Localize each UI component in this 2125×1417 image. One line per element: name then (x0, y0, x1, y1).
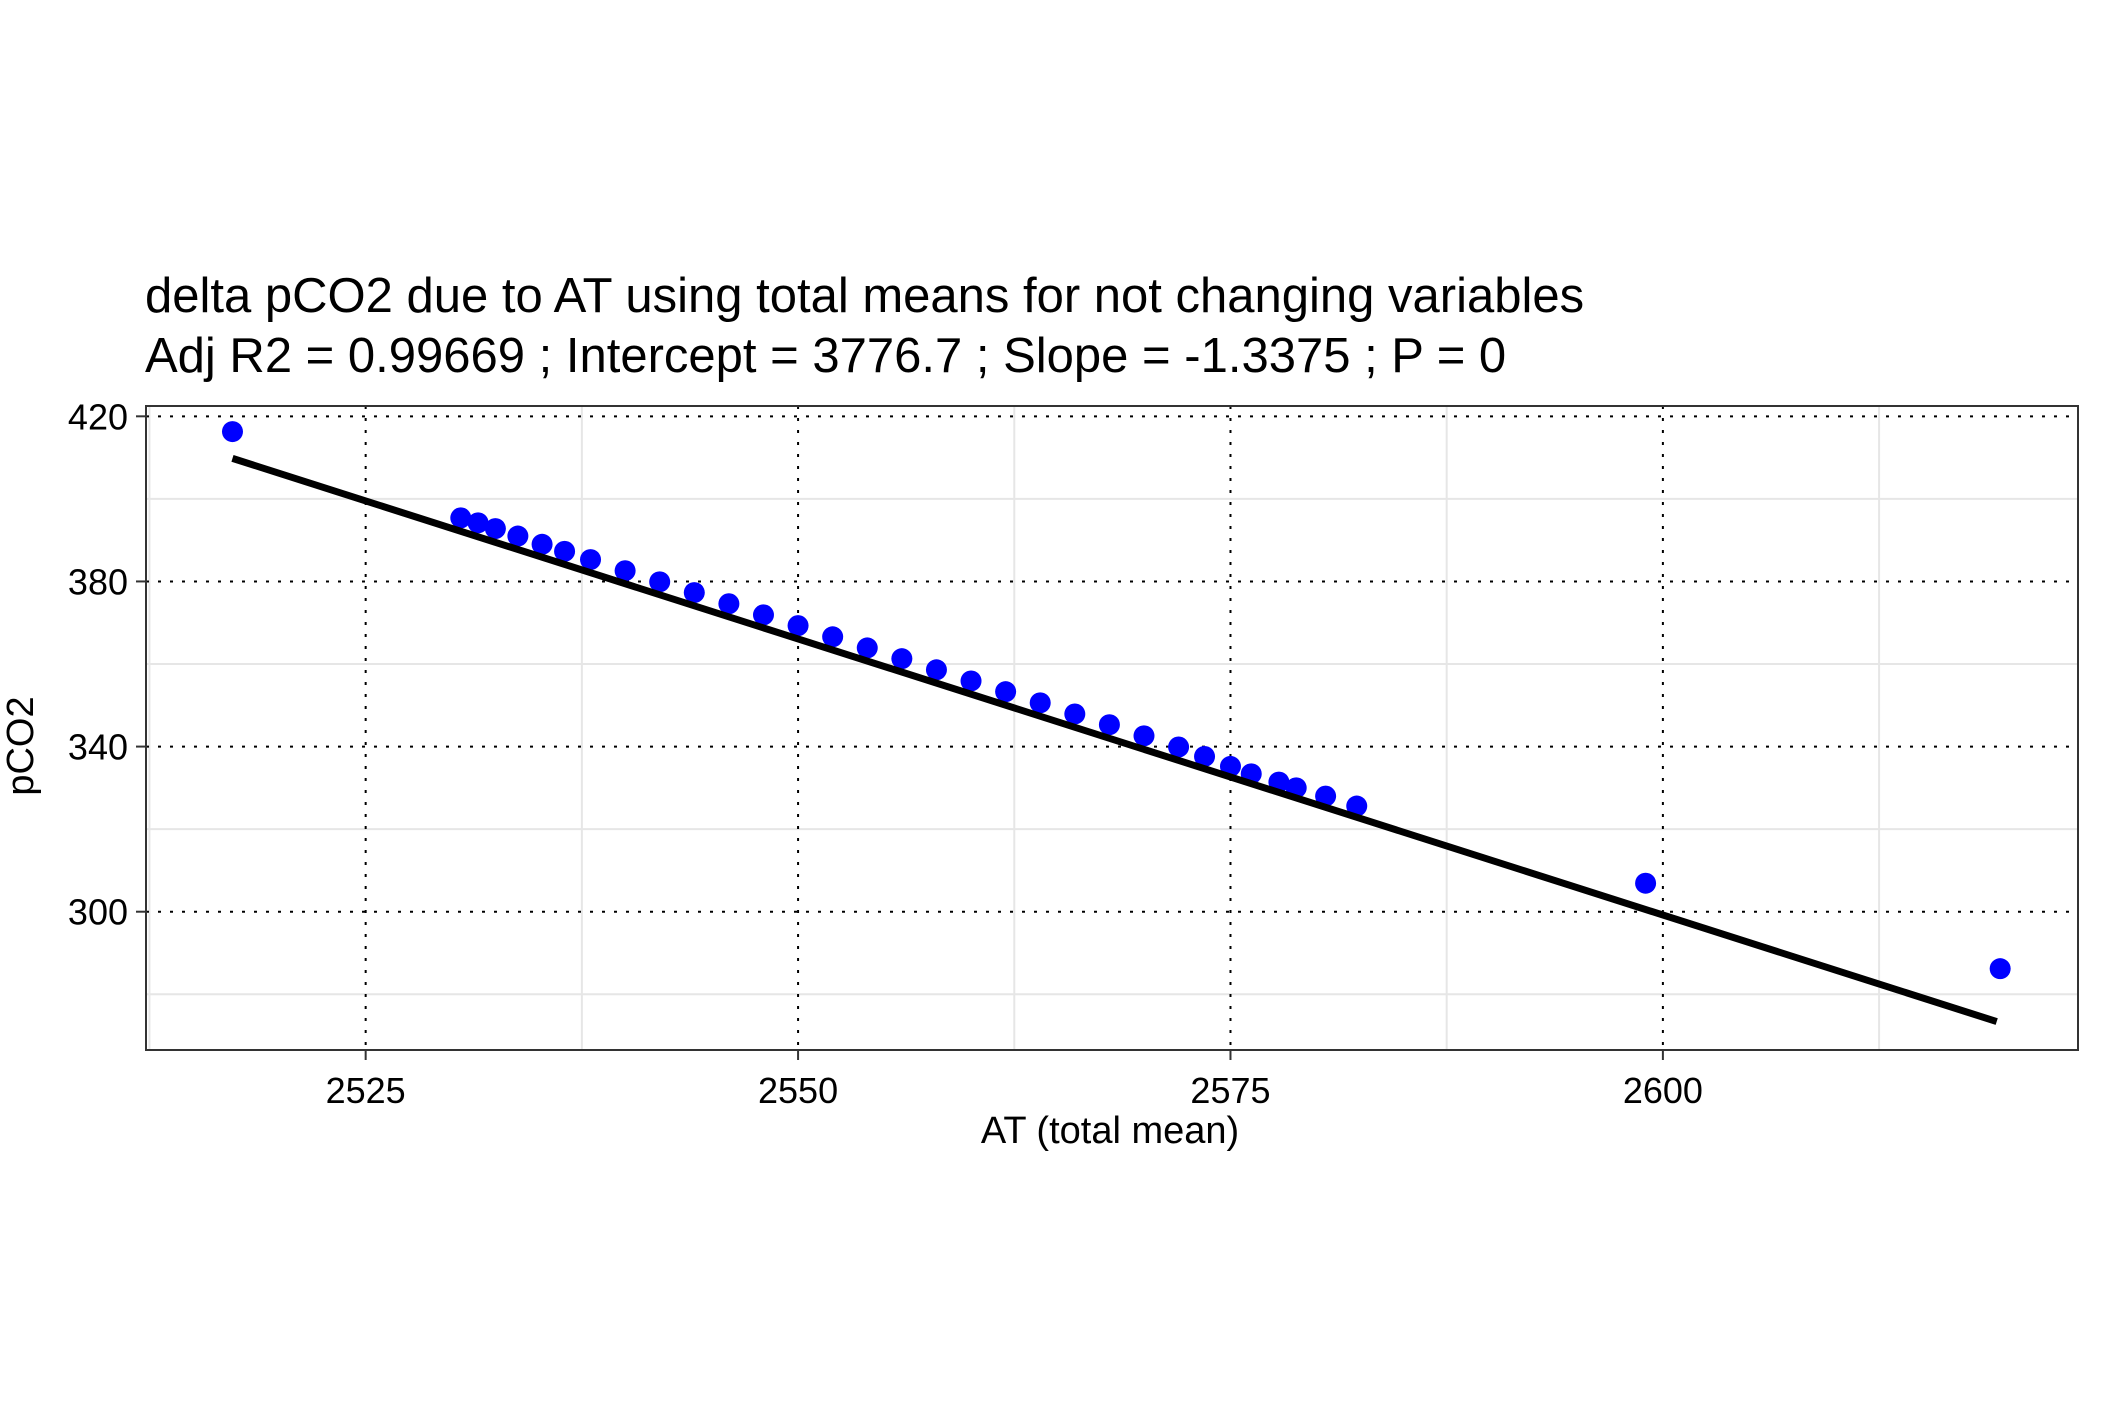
chart-subtitle: Adj R2 = 0.99669 ; Intercept = 3776.7 ; … (145, 329, 1506, 383)
data-point (856, 637, 878, 659)
data-point (1098, 714, 1120, 736)
data-point (1133, 725, 1155, 747)
y-tick-label: 380 (68, 561, 128, 602)
data-point (1989, 958, 2011, 980)
y-tick-label: 300 (68, 892, 128, 933)
x-tick-label: 2525 (326, 1070, 406, 1111)
plot-panel-border (145, 405, 2079, 1051)
data-point (554, 540, 576, 562)
data-point (649, 571, 671, 593)
data-point (1064, 703, 1086, 725)
data-point (467, 512, 489, 534)
data-point (683, 582, 705, 604)
data-point (822, 626, 844, 648)
regression-line-group (231, 455, 1998, 1025)
data-points (221, 421, 2011, 980)
data-point (1315, 785, 1337, 807)
data-point (221, 421, 243, 443)
data-point (484, 518, 506, 540)
y-tick-label: 420 (68, 396, 128, 437)
data-point (507, 525, 529, 547)
data-point (960, 670, 982, 692)
x-tick-label: 2600 (1623, 1070, 1703, 1111)
data-point (531, 533, 553, 555)
data-point (752, 604, 774, 626)
data-point (1194, 745, 1216, 767)
data-point (787, 615, 809, 637)
y-axis-label: pCO2 (0, 696, 42, 795)
data-point (1635, 872, 1657, 894)
data-point (580, 549, 602, 571)
regression-line (231, 455, 1998, 1025)
grid (146, 406, 2078, 1050)
chart-title: delta pCO2 due to AT using total means f… (145, 269, 1584, 323)
x-tick-label: 2550 (758, 1070, 838, 1111)
axis-ticks: 2525 2550 2575 2600 300 340 380 420 (68, 396, 1703, 1111)
data-point (718, 593, 740, 615)
data-point (891, 648, 913, 670)
y-tick-label: 340 (68, 727, 128, 768)
data-point (1029, 692, 1051, 714)
data-point (1168, 736, 1190, 758)
x-axis-label: AT (total mean) (981, 1110, 1239, 1152)
data-point (614, 560, 636, 582)
data-point (450, 507, 472, 529)
data-point (925, 659, 947, 681)
x-tick-label: 2575 (1190, 1070, 1270, 1111)
data-point (1346, 795, 1368, 817)
data-point (995, 681, 1017, 703)
